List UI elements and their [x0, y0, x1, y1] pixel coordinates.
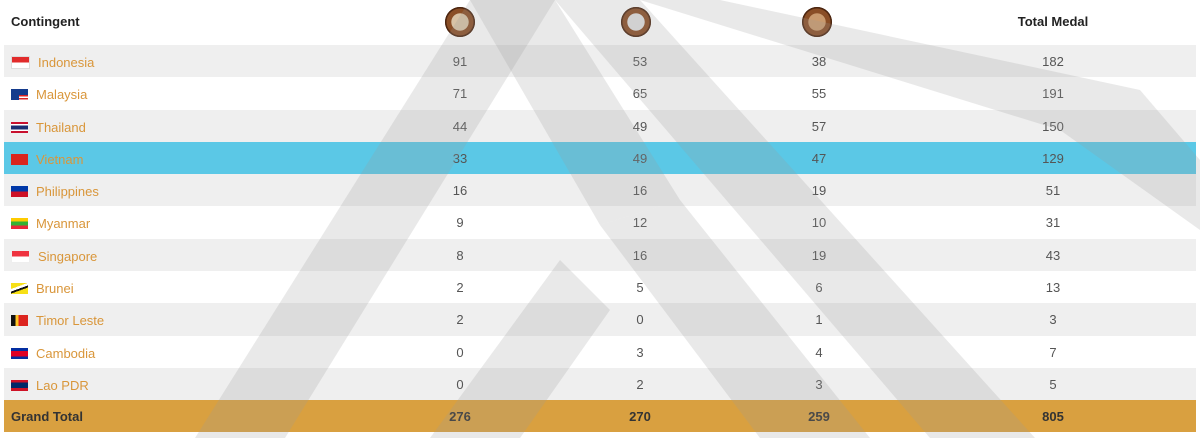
country-link[interactable]: Brunei	[36, 281, 74, 297]
table-row: Indonesia 91 53 38 182	[4, 45, 1196, 78]
gold-count: 16	[452, 183, 468, 199]
cambodia-flag-icon	[11, 347, 28, 359]
total-count: 150	[1042, 118, 1064, 134]
timor-leste-flag-icon	[11, 315, 28, 327]
total-medal-header: Total Medal	[1017, 14, 1089, 29]
grand-total-silver: 270	[629, 409, 651, 425]
table-row: Cambodia 0 3 4 7	[4, 335, 1196, 368]
silver-count: 49	[632, 118, 648, 134]
gold-count: 91	[452, 54, 468, 69]
table-row: Timor Leste 2 0 1 3	[4, 303, 1196, 336]
total-count: 182	[1042, 54, 1064, 69]
country-link[interactable]: Lao PDR	[36, 377, 89, 393]
silver-count: 5	[636, 280, 644, 296]
country-link[interactable]: Indonesia	[38, 55, 95, 70]
country-link[interactable]: Malaysia	[36, 87, 88, 103]
country-link[interactable]: Timor Leste	[36, 313, 105, 329]
bronze-count: 10	[811, 215, 827, 231]
total-count: 191	[1042, 86, 1064, 102]
gold-count: 71	[452, 86, 468, 102]
silver-count: 16	[632, 247, 648, 263]
bronze-count: 6	[815, 280, 823, 296]
table-row: Lao PDR 0 2 3 5	[4, 367, 1196, 401]
grand-total-label: Grand Total	[11, 409, 83, 425]
total-count: 31	[1045, 215, 1061, 231]
bronze-count: 3	[815, 376, 823, 392]
gold-count: 0	[456, 344, 464, 360]
gold-medal-icon	[445, 7, 475, 40]
gold-count: 33	[452, 150, 468, 166]
silver-count: 0	[636, 312, 644, 328]
gold-count: 44	[452, 118, 468, 134]
lao-flag-icon	[11, 379, 28, 391]
indonesia-flag-icon	[11, 56, 30, 69]
brunei-flag-icon	[11, 283, 28, 295]
thailand-flag-icon	[11, 121, 28, 133]
silver-count: 53	[632, 54, 648, 69]
singapore-flag-icon	[11, 249, 30, 263]
silver-count: 49	[632, 150, 648, 166]
country-link[interactable]: Vietnam	[36, 151, 84, 167]
country-link[interactable]: Thailand	[36, 119, 86, 135]
table-row: Vietnam 33 49 47 129	[4, 141, 1196, 175]
gold-count: 9	[456, 215, 464, 231]
bronze-count: 19	[811, 247, 827, 263]
bronze-medal-icon	[802, 7, 832, 40]
country-link[interactable]: Singapore	[38, 248, 98, 264]
silver-medal-icon	[621, 7, 651, 40]
medal-table: Contingent Total Medal Indonesia 91 53 38 18…	[4, 0, 1196, 433]
total-count: 3	[1049, 312, 1057, 328]
bronze-count: 57	[811, 118, 827, 134]
grand-total-total: 805	[1042, 409, 1064, 425]
contingent-header: Contingent	[11, 14, 80, 29]
total-count: 13	[1045, 280, 1061, 296]
total-count: 7	[1049, 344, 1057, 360]
bronze-count: 1	[815, 312, 823, 328]
gold-count: 2	[456, 280, 464, 296]
malaysia-flag-icon	[11, 89, 28, 101]
country-link[interactable]: Cambodia	[36, 345, 96, 361]
silver-count: 12	[632, 215, 648, 231]
table-row: Philippines 16 16 19 51	[4, 174, 1196, 207]
silver-count: 3	[636, 344, 644, 360]
table-row: Malaysia 71 65 55 191	[4, 77, 1196, 110]
gold-count: 0	[456, 376, 464, 392]
country-link[interactable]: Philippines	[36, 184, 99, 200]
table-row: Thailand 44 49 57 150	[4, 109, 1196, 142]
gold-count: 8	[456, 247, 464, 263]
bronze-count: 38	[811, 54, 827, 69]
silver-count: 16	[632, 183, 648, 199]
bronze-count: 47	[811, 150, 827, 166]
bronze-count: 55	[811, 86, 827, 102]
total-count: 51	[1045, 183, 1061, 199]
grand-total-row: Grand Total 276 270 259 805	[4, 400, 1196, 433]
table-row: Brunei 2 5 6 13	[4, 271, 1196, 304]
table-row: Singapore 8 16 19 43	[4, 238, 1196, 272]
total-count: 5	[1049, 376, 1057, 392]
vietnam-flag-icon	[11, 153, 28, 165]
total-count: 129	[1042, 150, 1064, 166]
silver-count: 2	[636, 376, 644, 392]
grand-total-bronze: 259	[808, 409, 830, 425]
country-link[interactable]: Myanmar	[36, 216, 91, 232]
grand-total-gold: 276	[449, 409, 471, 425]
silver-count: 65	[632, 86, 648, 102]
bronze-count: 4	[815, 344, 823, 360]
gold-count: 2	[456, 312, 464, 328]
total-count: 43	[1045, 247, 1061, 263]
philippines-flag-icon	[11, 186, 28, 198]
table-header: Contingent Total Medal	[4, 0, 1196, 45]
myanmar-flag-icon	[11, 218, 28, 230]
table-row: Myanmar 9 12 10 31	[4, 206, 1196, 239]
bronze-count: 19	[811, 183, 827, 199]
